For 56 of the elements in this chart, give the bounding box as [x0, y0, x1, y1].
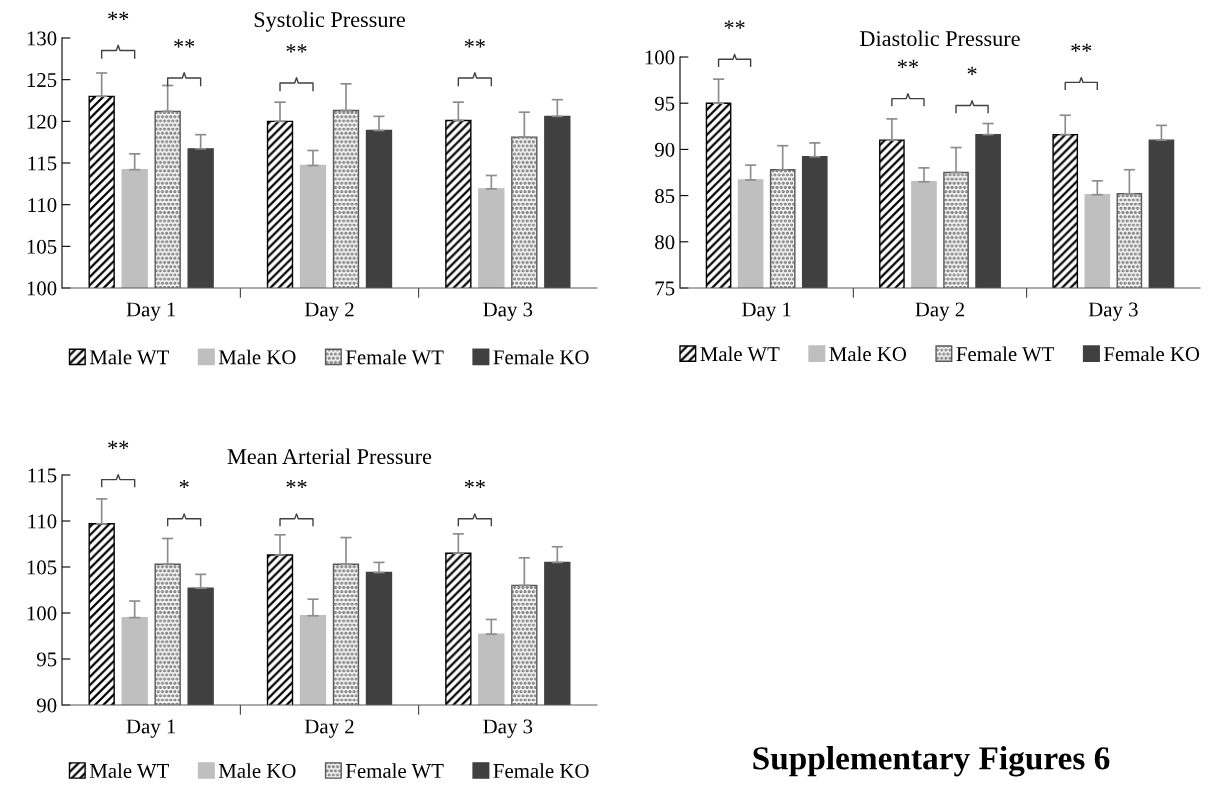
legend-label: Female WT	[956, 346, 1055, 362]
y-tick-label: 80	[655, 235, 675, 250]
legend-label: Male WT	[700, 346, 780, 362]
y-tick-label: 115	[28, 156, 57, 171]
text: **	[108, 440, 129, 450]
chart-title: Diastolic Pressure	[860, 30, 1020, 47]
annotation: *	[967, 66, 977, 75]
y-tick-label: 115	[28, 468, 57, 483]
x-tick-label: Day 1	[126, 302, 176, 321]
y-tick-label: 105	[27, 560, 57, 575]
legend-label: Female KO	[493, 349, 589, 365]
legend-label: Male WT	[89, 349, 169, 365]
legend-label: Female WT	[345, 349, 444, 365]
text: **	[108, 11, 129, 20]
y-tick-label: 85	[655, 188, 675, 204]
y-tick-label: 90	[36, 698, 57, 713]
annotation: **	[464, 39, 485, 48]
annotation: *	[179, 479, 189, 489]
y-tick-label: 75	[655, 281, 675, 296]
x-tick-label: Day 3	[483, 719, 533, 738]
x-tick-label: Day 3	[1088, 302, 1138, 321]
text: **	[724, 20, 745, 29]
annotation: **	[286, 44, 307, 53]
chart-title: Systolic Pressure	[254, 11, 405, 32]
x-tick-label: Day 1	[742, 302, 791, 321]
x-tick-label: Day 2	[304, 719, 354, 738]
legend-label: Female WT	[345, 763, 444, 779]
y-tick-label: 110	[28, 198, 57, 213]
legend-label: Female KO	[1103, 346, 1200, 362]
text: **	[1071, 43, 1092, 52]
annotation: **	[174, 39, 195, 48]
y-tick-label: 105	[27, 239, 57, 254]
y-tick-label: 125	[27, 73, 57, 88]
y-tick-label: 100	[27, 281, 57, 296]
annotation: **	[897, 59, 918, 68]
y-tick-label: 130	[27, 31, 57, 46]
y-tick-label: 100	[27, 606, 57, 621]
y-tick-label: 95	[654, 96, 675, 111]
text: Supplementary Figures 6	[753, 746, 1110, 777]
chart-title: Mean Arterial Pressure	[227, 448, 432, 465]
x-tick-label: Day 2	[915, 302, 965, 321]
legend-label: Female KO	[493, 763, 589, 778]
legend-label: Male WT	[89, 763, 169, 779]
x-tick-label: Day 2	[304, 302, 354, 321]
legend-label: Male KO	[218, 349, 296, 365]
y-tick-label: 90	[654, 142, 675, 157]
y-tick-label: 95	[36, 652, 57, 667]
y-tick-label: 120	[27, 114, 57, 129]
annotation: **	[464, 479, 485, 489]
legend-label: Male KO	[218, 763, 296, 778]
legend-label: Male KO	[829, 346, 907, 362]
annotation: **	[286, 479, 307, 489]
y-tick-label: 110	[28, 514, 57, 529]
y-tick-label: 100	[645, 50, 675, 65]
x-tick-label: Day 3	[483, 302, 533, 321]
x-tick-label: Day 1	[126, 719, 176, 738]
